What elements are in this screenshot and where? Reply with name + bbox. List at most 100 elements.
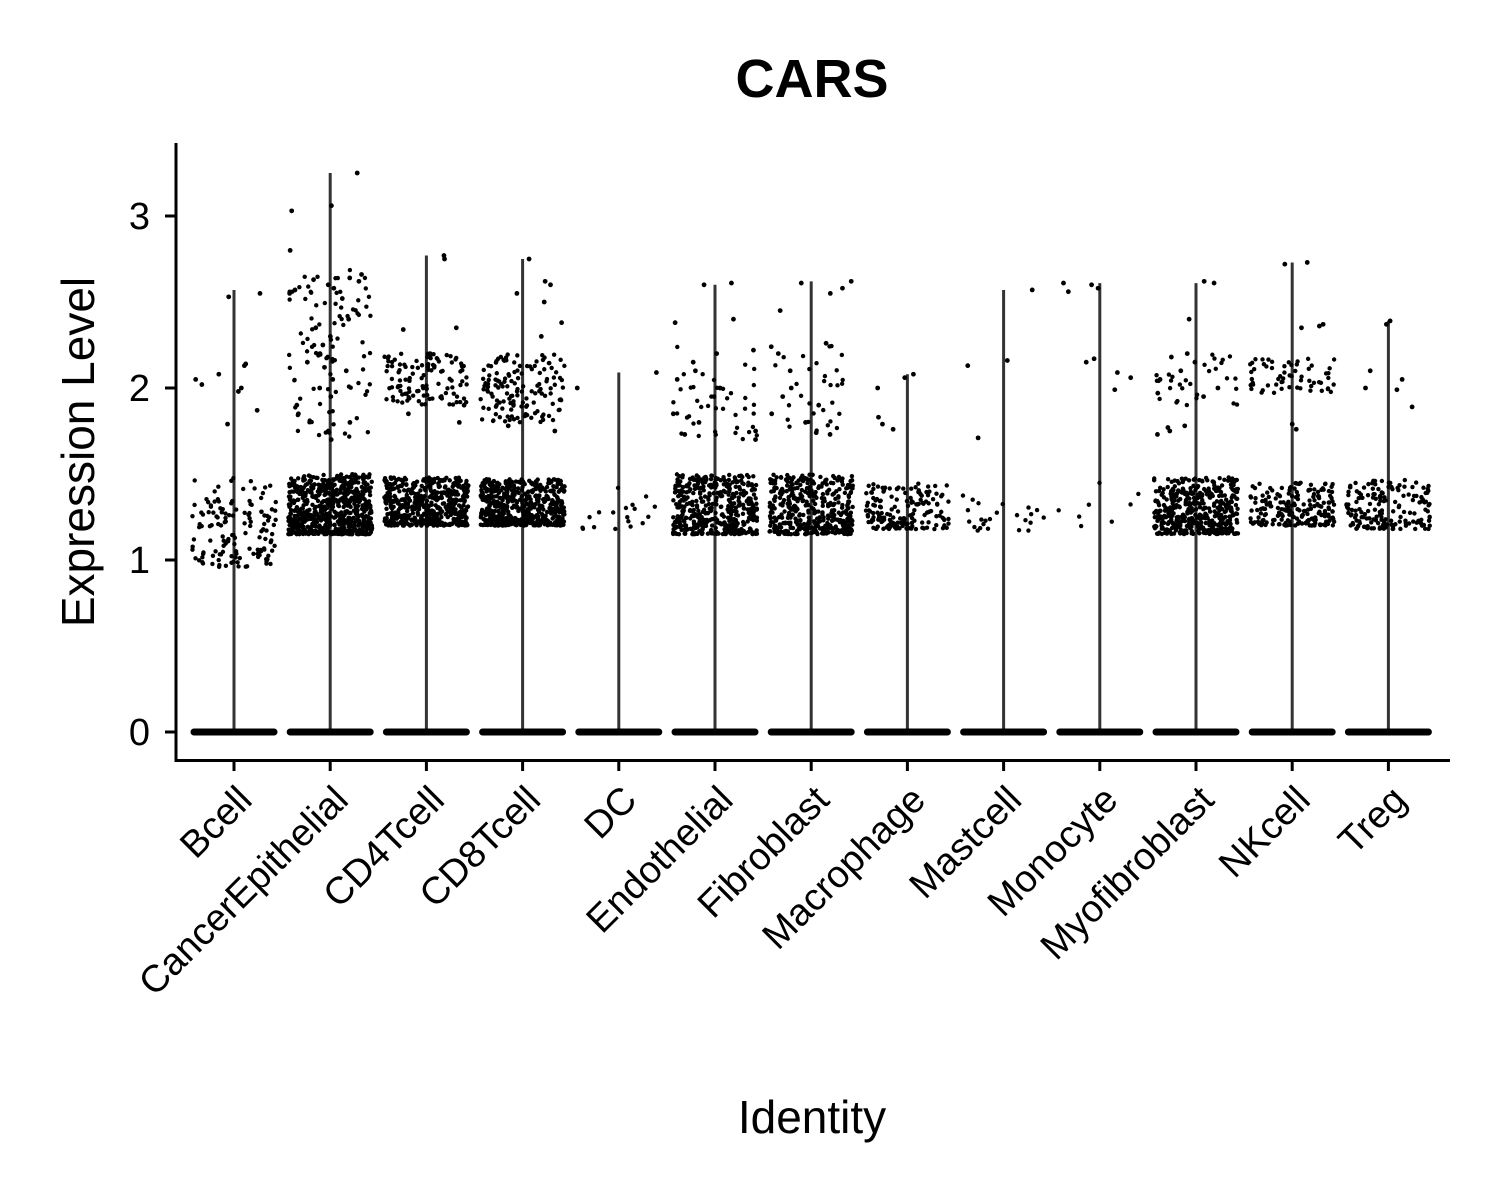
point <box>906 526 912 531</box>
point <box>233 507 239 512</box>
point <box>1233 489 1239 495</box>
point <box>287 522 292 528</box>
point <box>1289 362 1294 368</box>
point <box>881 489 886 494</box>
point <box>699 404 704 410</box>
point <box>534 514 540 519</box>
point <box>793 509 798 514</box>
point <box>832 517 838 522</box>
point <box>825 489 830 494</box>
point <box>389 385 395 390</box>
y-axis-title: Expression Level <box>52 277 104 627</box>
point <box>1190 521 1195 526</box>
point <box>834 489 839 494</box>
point <box>674 411 680 416</box>
point <box>1411 519 1416 524</box>
point <box>1426 483 1431 489</box>
point <box>315 274 320 279</box>
point <box>1289 503 1294 508</box>
point <box>720 406 726 412</box>
point <box>587 514 592 520</box>
point <box>254 407 260 413</box>
point <box>481 517 486 522</box>
point <box>1218 507 1223 512</box>
point <box>799 487 805 493</box>
point <box>219 510 224 515</box>
point <box>383 479 388 485</box>
point <box>809 530 814 536</box>
point <box>403 364 408 370</box>
point <box>1414 520 1419 525</box>
point <box>681 518 686 523</box>
point <box>541 507 546 512</box>
point <box>349 523 355 528</box>
point <box>1157 396 1162 402</box>
point <box>1402 477 1408 483</box>
point <box>342 497 347 502</box>
point <box>247 510 252 516</box>
point <box>832 501 837 507</box>
point <box>454 520 460 525</box>
point <box>423 487 428 492</box>
point <box>208 538 213 543</box>
point <box>705 403 711 409</box>
point <box>454 400 459 405</box>
point <box>1308 482 1314 488</box>
point <box>697 491 703 496</box>
point <box>367 472 372 477</box>
point <box>363 286 368 291</box>
point <box>216 371 222 377</box>
point <box>1223 497 1229 502</box>
point <box>435 356 440 362</box>
point <box>409 517 414 522</box>
point <box>729 280 734 286</box>
point <box>296 411 301 417</box>
point <box>396 370 401 375</box>
point <box>711 377 717 383</box>
point <box>439 491 444 496</box>
point <box>402 475 408 481</box>
point <box>264 561 269 566</box>
point <box>529 415 534 420</box>
point <box>1211 280 1217 286</box>
point <box>1384 522 1390 527</box>
point <box>946 499 951 504</box>
point <box>1260 493 1265 498</box>
point <box>510 518 515 524</box>
point <box>1227 526 1232 531</box>
point <box>223 563 229 568</box>
point <box>331 422 336 427</box>
point <box>904 498 910 504</box>
point <box>415 365 421 371</box>
point <box>733 430 738 436</box>
point <box>407 378 412 383</box>
point <box>1379 478 1385 484</box>
point <box>558 481 564 487</box>
point <box>1028 511 1034 517</box>
point <box>549 365 554 371</box>
point <box>255 547 260 552</box>
point <box>425 354 430 360</box>
point <box>304 359 310 365</box>
point <box>826 530 831 535</box>
point <box>492 503 498 509</box>
point <box>243 530 248 536</box>
point <box>1320 321 1326 327</box>
point <box>839 352 845 358</box>
point <box>1259 522 1264 528</box>
point <box>1384 321 1389 327</box>
point <box>206 510 211 515</box>
point <box>1396 504 1402 510</box>
point <box>1361 485 1367 490</box>
point <box>450 385 455 390</box>
point <box>798 491 803 497</box>
point <box>502 491 507 496</box>
point <box>1360 495 1365 500</box>
point <box>734 425 740 430</box>
point <box>200 512 206 517</box>
point <box>499 382 504 387</box>
point <box>502 376 508 381</box>
point <box>1367 501 1373 507</box>
point <box>391 498 397 504</box>
point <box>1289 494 1295 499</box>
